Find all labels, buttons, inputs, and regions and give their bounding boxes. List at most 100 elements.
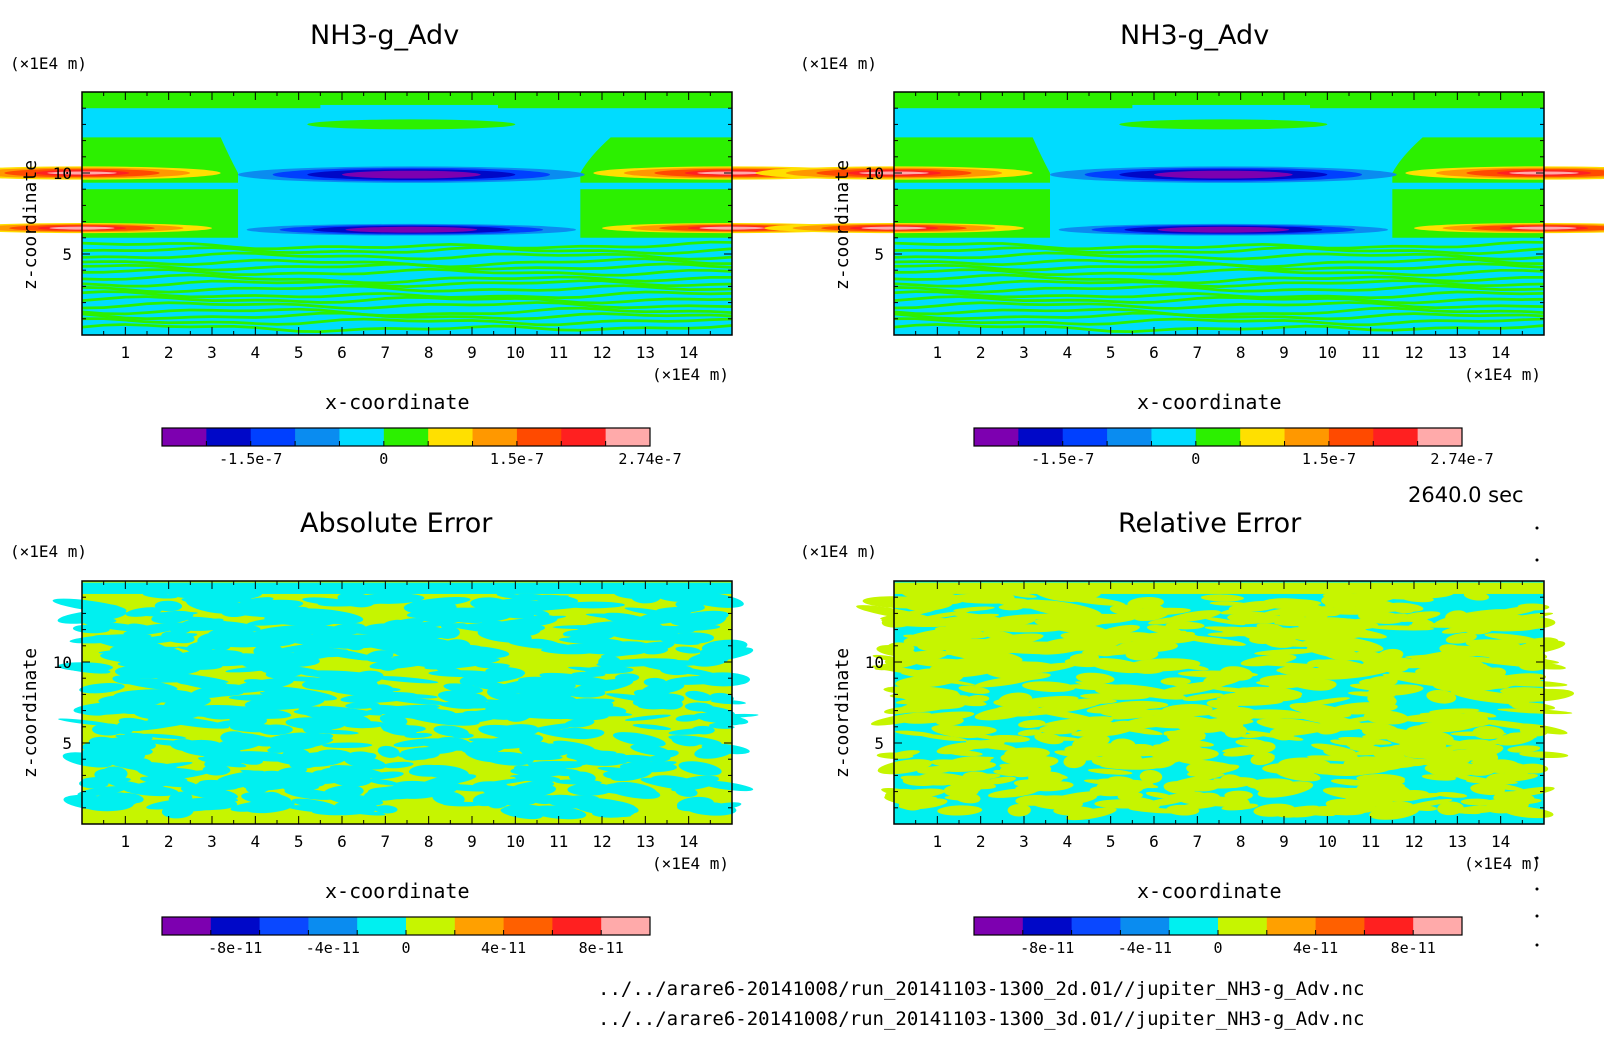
error-blob [612, 732, 666, 747]
error-blob [614, 588, 657, 600]
colorbar-swatch [561, 428, 607, 446]
error-blob [1405, 678, 1458, 687]
error-blob [298, 650, 341, 658]
error-band-top [82, 582, 732, 594]
error-blob [440, 701, 501, 709]
error-blob [954, 791, 981, 804]
error-blob [1042, 718, 1085, 726]
colorbar-swatch [339, 428, 385, 446]
error-blob [1145, 796, 1188, 807]
colorbar-swatch [1195, 428, 1241, 446]
error-blob [215, 739, 245, 749]
colorbar-swatch [1120, 917, 1170, 935]
colorbar-label: 2.74e-7 [618, 450, 681, 468]
colorbar-frame [973, 427, 1463, 447]
colorbar-swatch [516, 428, 562, 446]
panel3-x-unit: (×1E4 m) [652, 854, 730, 873]
error-blob [995, 598, 1044, 609]
error-blob [567, 783, 614, 796]
error-blob [1253, 803, 1296, 817]
error-blob [161, 631, 195, 644]
error-blob [142, 592, 178, 599]
y-tick-label: 10 [865, 653, 884, 672]
error-blob [478, 602, 535, 619]
error-blob [512, 752, 541, 762]
colorbar-swatch [1266, 917, 1317, 935]
error-blob [329, 688, 405, 698]
error-blob [1075, 681, 1151, 694]
error-blob [1507, 745, 1541, 753]
x-tick-label: 13 [636, 832, 655, 851]
colorbar-swatch [162, 917, 212, 935]
error-blob [1222, 626, 1278, 637]
error-blob [1409, 798, 1453, 808]
error-blob [1315, 635, 1384, 653]
error-blob [1221, 803, 1259, 811]
field-center-lens-10-3 [1154, 170, 1293, 179]
error-blob [1391, 604, 1415, 614]
x-tick-label: 12 [592, 343, 611, 362]
colorbar-swatch [250, 428, 296, 446]
error-blob [1307, 659, 1333, 668]
error-blob [552, 740, 595, 751]
x-tick-label: 14 [1491, 343, 1510, 362]
error-blob [974, 706, 1032, 721]
error-blob [236, 752, 288, 762]
y-tick-label: 5 [62, 245, 72, 264]
error-blob [564, 643, 622, 655]
error-blob [1368, 684, 1424, 696]
error-blob [1387, 737, 1444, 748]
x-tick-label: 7 [381, 832, 391, 851]
colorbar-swatch [974, 428, 1019, 446]
field-stripe [82, 240, 732, 251]
error-blob [562, 629, 586, 637]
field-stripe [894, 317, 1544, 327]
x-tick-label: 5 [1106, 343, 1116, 362]
field-stripe [894, 290, 1544, 300]
panel3-x-label: x-coordinate [325, 879, 470, 903]
error-blob [1210, 670, 1234, 682]
error-blob [353, 752, 377, 763]
error-blob [1501, 616, 1556, 630]
error-blob [287, 805, 344, 813]
error-blob [129, 757, 152, 768]
error-blob [156, 775, 187, 785]
error-blob [106, 724, 133, 735]
panel4-y-unit: (×1E4 m) [800, 542, 878, 561]
error-blob [1418, 589, 1455, 599]
error-blob [640, 777, 696, 791]
error-blob [1316, 667, 1391, 680]
error-blob [1092, 788, 1128, 797]
error-blob [999, 665, 1031, 675]
error-blob [118, 717, 155, 730]
error-blob [1359, 678, 1389, 686]
x-tick-label: 12 [592, 832, 611, 851]
colorbar-swatch [1018, 428, 1064, 446]
error-blob [519, 741, 552, 755]
colorbar-swatch [308, 917, 358, 935]
error-blob [229, 678, 294, 693]
colorbar-label: 1.5e-7 [490, 450, 544, 468]
error-blob [1035, 588, 1085, 602]
error-blob [529, 722, 580, 732]
error-blob [675, 646, 701, 654]
error-blob [953, 606, 995, 612]
panel1-y-label: z-coordinate [20, 159, 41, 290]
error-blob [1254, 648, 1317, 656]
error-blob [874, 659, 920, 671]
error-blob [1007, 803, 1031, 817]
error-blob [1485, 772, 1516, 785]
error-blob [1408, 729, 1439, 743]
error-blob [614, 673, 640, 682]
error-blob [591, 798, 636, 809]
colorbar-label: 4e-11 [1293, 939, 1338, 957]
colorbar-swatch [406, 917, 456, 935]
x-tick-label: 7 [1193, 832, 1203, 851]
error-blob [440, 623, 468, 629]
colorbar-swatch [357, 917, 407, 935]
edge-dot [1535, 856, 1539, 860]
error-blob [1013, 779, 1062, 790]
field-stripe [894, 267, 1544, 277]
field-stripe [82, 251, 732, 261]
error-blob [977, 617, 1036, 629]
